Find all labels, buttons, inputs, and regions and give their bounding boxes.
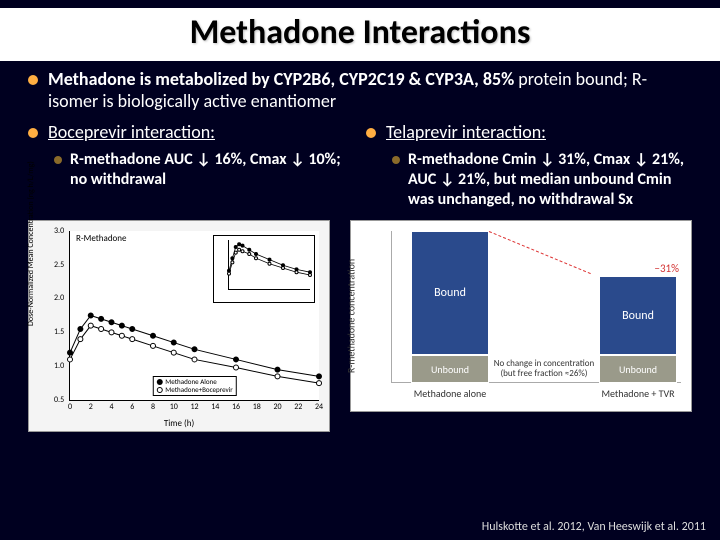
slide-title: Methadone Interactions (0, 8, 720, 61)
bullet-dot-icon (28, 128, 38, 138)
bullet-metabolism-text: Methadone is metabolized by CYP2B6, CYP2… (48, 69, 692, 112)
telaprevir-heading: Telaprevir interaction: (366, 122, 692, 144)
line-chart-ylabel: Dose-Normalized Mean Concentration (ng h… (26, 161, 36, 326)
telaprevir-heading-text: Telaprevir interaction: (386, 122, 546, 144)
boceprevir-sub: R-methadone AUC ↓ 16%, Cmax ↓ 10%; no wi… (54, 150, 354, 190)
sub-bullet-dot-icon (54, 156, 62, 164)
line-chart-legend: Methadone Alone Methadone+Boceprevir (152, 376, 236, 395)
bar-chart: R-methadone concentration BoundUnboundMe… (350, 220, 692, 412)
bullet-metabolism: Methadone is metabolized by CYP2B6, CYP2… (28, 69, 692, 112)
telaprevir-sub-text: R-methadone Cmin ↓ 31%, Cmax ↓ 21%, AUC … (408, 150, 692, 210)
bar-chart-ylabel: R-methadone concentration (345, 259, 358, 373)
line-chart: Dose-Normalized Mean Concentration (ng h… (28, 220, 330, 432)
bullet-dot-icon (366, 128, 376, 138)
telaprevir-sub: R-methadone Cmin ↓ 31%, Cmax ↓ 21%, AUC … (392, 150, 692, 210)
line-chart-inset (213, 235, 315, 303)
boceprevir-heading-text: Boceprevir interaction: (48, 122, 215, 144)
citation: Hulskotte et al. 2012, Van Heeswijk et a… (482, 520, 706, 534)
boceprevir-heading: Boceprevir interaction: (28, 122, 354, 144)
sub-bullet-dot-icon (392, 156, 400, 164)
boceprevir-sub-text: R-methadone AUC ↓ 16%, Cmax ↓ 10%; no wi… (70, 150, 354, 190)
bullet-dot-icon (28, 75, 38, 85)
bar-chart-plot: BoundUnboundMethadone aloneBoundUnboundM… (391, 231, 681, 383)
line-chart-xlabel: Time (h) (164, 418, 194, 429)
line-chart-plot: R-Methadone Methadone Alone Methadone+Bo… (69, 231, 319, 401)
